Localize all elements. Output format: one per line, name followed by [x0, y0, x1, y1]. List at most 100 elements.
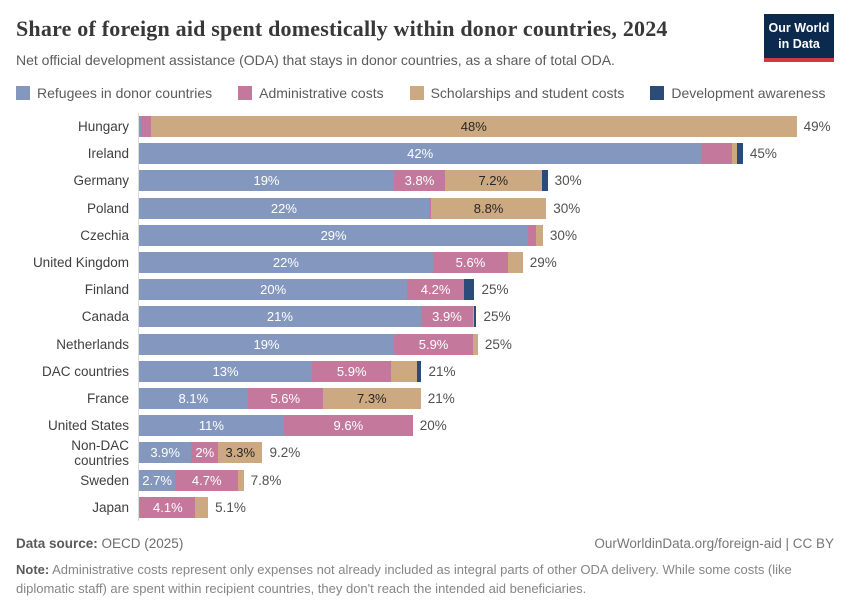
source-link[interactable]: OurWorldinData.org/foreign-aid | CC BY — [594, 535, 834, 551]
bar-segment-refugees[interactable]: 20% — [139, 279, 408, 301]
legend-swatch-refugees — [16, 86, 30, 100]
total-label: 25% — [481, 282, 509, 298]
bar-segment-scholarships[interactable] — [473, 333, 478, 355]
legend-item-awareness[interactable]: Development awareness — [650, 85, 825, 101]
bar-area: 8.1% 5.6% 7.3% 21% — [138, 384, 834, 413]
total-label: 30% — [554, 173, 582, 189]
bar-segment-admin[interactable]: 4.7% — [175, 469, 239, 491]
bar-segment-scholarships[interactable]: 8.8% — [430, 197, 547, 219]
bar-segment-admin[interactable] — [701, 143, 733, 165]
data-source-text: OECD (2025) — [97, 535, 184, 551]
bar-segment-refugees[interactable]: 2.7% — [139, 469, 176, 491]
bar-segment-awareness[interactable] — [416, 360, 422, 382]
bar-segment-scholarships[interactable] — [536, 224, 543, 246]
source-row: Data source: OECD (2025) OurWorldinData.… — [16, 536, 834, 551]
chart-row: France 8.1% 5.6% 7.3% 21% — [16, 384, 834, 413]
bar-segment-admin[interactable]: 2% — [191, 442, 219, 464]
bar-segment-admin[interactable]: 5.6% — [432, 252, 509, 274]
bar-segment-refugees[interactable] — [139, 496, 141, 518]
bar-area: 4.1% 5.1% — [138, 493, 834, 521]
bar-segment-refugees[interactable]: 22% — [139, 197, 429, 219]
bar-area: 22% 5.6% 29% — [138, 248, 834, 277]
bar-segment-scholarships[interactable] — [238, 469, 244, 491]
bar-segment-refugees[interactable]: 42% — [139, 143, 702, 165]
total-label: 25% — [484, 336, 512, 352]
bar-area: 22% 8.8% 30% — [138, 194, 834, 222]
stacked-bar: 3.9% 2% 3.3% — [139, 442, 263, 464]
bar-area: 29% 30% — [138, 221, 834, 249]
bar-segment-refugees[interactable]: 8.1% — [139, 387, 248, 409]
bar-segment-scholarships[interactable]: 7.3% — [322, 387, 421, 409]
country-label: Sweden — [80, 472, 129, 488]
bar-segment-admin[interactable]: 3.9% — [420, 306, 474, 328]
legend: Refugees in donor countries Administrativ… — [16, 85, 834, 101]
legend-label: Refugees in donor countries — [37, 85, 213, 101]
legend-item-refugees[interactable]: Refugees in donor countries — [16, 85, 212, 101]
bar-segment-scholarships[interactable] — [195, 496, 209, 518]
bar-segment-awareness[interactable] — [541, 170, 548, 192]
bar-segment-awareness[interactable] — [474, 306, 477, 328]
bar-segment-admin[interactable]: 5.6% — [247, 387, 323, 409]
bar-segment-scholarships[interactable] — [508, 252, 523, 274]
bar-segment-scholarships[interactable]: 3.3% — [218, 442, 263, 464]
owid-logo-line2: in Data — [778, 36, 820, 51]
bar-segment-scholarships[interactable]: 7.2% — [444, 170, 542, 192]
country-label: Hungary — [77, 119, 129, 135]
bar-segment-admin[interactable]: 3.8% — [393, 170, 445, 192]
legend-swatch-admin — [238, 86, 253, 100]
bar-segment-admin[interactable]: 5.9% — [393, 333, 474, 355]
bar-segment-scholarships[interactable] — [391, 360, 417, 382]
chart-row: Finland 20% 4.2% 25% — [16, 276, 834, 304]
country-label: Poland — [86, 200, 129, 216]
stacked-bar: 19% 5.9% — [139, 333, 478, 355]
bar-segment-scholarships[interactable]: 48% — [151, 116, 797, 138]
stacked-bar: 19% 3.8% 7.2% — [139, 170, 548, 192]
bar-segment-refugees[interactable]: 29% — [139, 224, 529, 246]
country-label: Netherlands — [56, 336, 129, 352]
total-label: 30% — [553, 200, 581, 216]
stacked-bar: 2.7% 4.7% — [139, 469, 244, 491]
legend-item-scholarships[interactable]: Scholarships and student costs — [409, 85, 624, 101]
total-label: 5.1% — [215, 499, 246, 515]
bar-area: 3.9% 2% 3.3% 9.2% — [138, 439, 834, 467]
bar-segment-admin[interactable] — [528, 224, 537, 246]
total-label: 7.8% — [250, 472, 282, 488]
bar-segment-refugees[interactable]: 22% — [139, 252, 433, 274]
header-text-block: Share of foreign aid spent domestically … — [16, 12, 668, 68]
legend-label: Development awareness — [671, 85, 826, 101]
bar-segment-scholarships[interactable] — [473, 306, 475, 328]
chart-row: United States 11% 9.6% 20% — [16, 412, 834, 440]
bar-segment-admin[interactable]: 9.6% — [283, 415, 413, 437]
bar-segment-refugees[interactable] — [139, 116, 141, 138]
bar-segment-awareness[interactable] — [736, 143, 743, 165]
bar-segment-awareness[interactable] — [463, 279, 475, 301]
stacked-bar: 4.1% — [139, 496, 209, 518]
bar-segment-refugees[interactable]: 21% — [139, 306, 421, 328]
bar-segment-refugees[interactable]: 19% — [139, 170, 394, 192]
bar-segment-refugees[interactable]: 11% — [139, 415, 284, 437]
stacked-bar-chart: Hungary 48% 49% Ireland 42% 45% Germany 19% 3.8%… — [16, 113, 834, 521]
chart-row: DAC countries 13% 5.9% 21% — [16, 357, 834, 385]
bar-segment-refugees[interactable]: 13% — [139, 360, 313, 382]
total-label: 21% — [428, 363, 456, 379]
total-label: 30% — [549, 227, 577, 243]
bar-segment-refugees[interactable]: 3.9% — [139, 442, 192, 464]
bar-area: 42% 45% — [138, 140, 834, 168]
stacked-bar: 20% 4.2% — [139, 279, 475, 301]
owid-logo[interactable]: Our World in Data — [764, 14, 834, 63]
legend-item-admin[interactable]: Administrative costs — [238, 85, 384, 101]
bar-segment-admin[interactable] — [428, 197, 431, 219]
bar-segment-admin[interactable]: 4.2% — [407, 279, 464, 301]
bar-area: 2.7% 4.7% 7.8% — [138, 466, 834, 494]
bar-segment-scholarships[interactable] — [732, 143, 737, 165]
chart-row: Ireland 42% 45% — [16, 140, 834, 168]
bar-segment-refugees[interactable]: 19% — [139, 333, 394, 355]
country-label: Finland — [84, 282, 129, 298]
page-title: Share of foreign aid spent domestically … — [16, 16, 668, 41]
bar-segment-admin[interactable]: 4.1% — [140, 496, 196, 518]
country-label: United Kingdom — [32, 255, 129, 271]
bar-segment-admin[interactable] — [141, 116, 152, 138]
bar-area: 48% 49% — [138, 113, 834, 141]
bar-segment-admin[interactable]: 5.9% — [312, 360, 392, 382]
country-label: France — [86, 390, 129, 406]
